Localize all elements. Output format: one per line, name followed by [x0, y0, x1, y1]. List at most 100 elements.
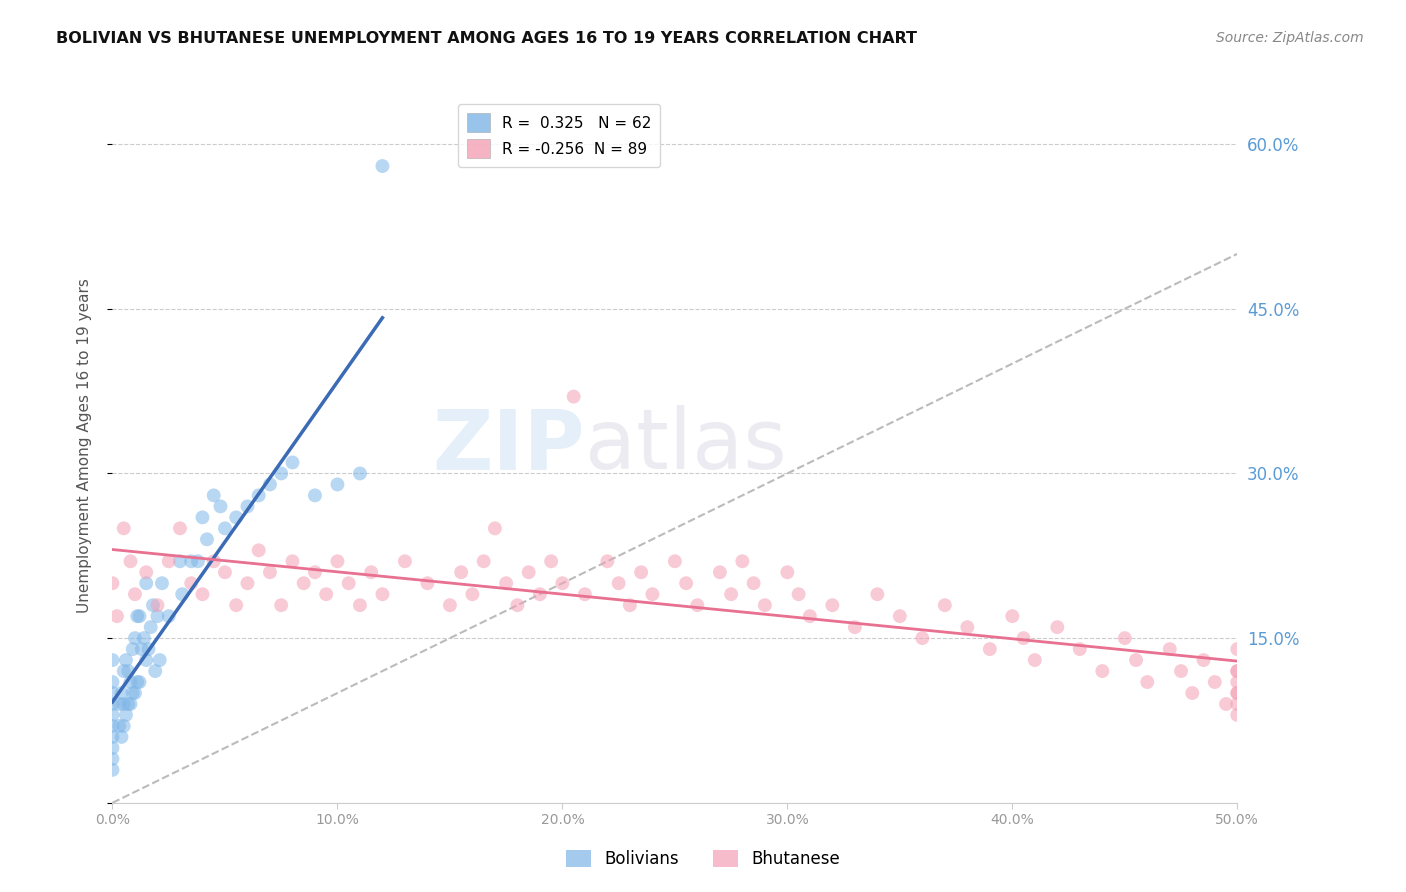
Point [112, 719, 135, 733]
Point [337, 576, 360, 591]
Point [540, 554, 562, 568]
Point [1114, 631, 1136, 645]
Point [866, 587, 889, 601]
Point [1226, 664, 1249, 678]
Point [214, 566, 236, 580]
Point [236, 576, 259, 591]
Point [127, 609, 149, 624]
Point [574, 587, 596, 601]
Point [169, 521, 191, 535]
Point [506, 598, 529, 612]
Point [1226, 675, 1249, 690]
Point [202, 488, 225, 502]
Point [1046, 620, 1069, 634]
Point [675, 576, 697, 591]
Point [439, 598, 461, 612]
Point [259, 477, 281, 491]
Point [108, 719, 131, 733]
Point [371, 587, 394, 601]
Point [551, 576, 574, 591]
Point [619, 598, 641, 612]
Point [1226, 686, 1249, 700]
Point [110, 730, 132, 744]
Point [304, 566, 326, 580]
Point [101, 740, 124, 755]
Point [150, 576, 173, 591]
Point [1159, 642, 1181, 657]
Point [157, 554, 180, 568]
Point [315, 587, 337, 601]
Point [484, 521, 506, 535]
Point [105, 609, 128, 624]
Point [120, 554, 142, 568]
Point [450, 566, 472, 580]
Point [247, 488, 270, 502]
Point [799, 609, 821, 624]
Point [120, 675, 142, 690]
Point [686, 598, 709, 612]
Point [742, 576, 765, 591]
Point [195, 533, 218, 547]
Point [225, 510, 247, 524]
Point [101, 763, 124, 777]
Point [787, 587, 810, 601]
Point [371, 159, 394, 173]
Point [128, 675, 150, 690]
Point [641, 587, 664, 601]
Point [101, 708, 124, 723]
Point [461, 587, 484, 601]
Point [607, 576, 630, 591]
Point [720, 587, 742, 601]
Point [1136, 675, 1159, 690]
Point [131, 642, 153, 657]
Point [956, 620, 979, 634]
Point [281, 554, 304, 568]
Point [709, 566, 731, 580]
Point [731, 554, 754, 568]
Point [1170, 664, 1192, 678]
Point [142, 598, 165, 612]
Point [169, 554, 191, 568]
Point [911, 631, 934, 645]
Point [115, 708, 138, 723]
Point [101, 686, 124, 700]
Point [1181, 686, 1204, 700]
Point [117, 697, 139, 711]
Point [1226, 664, 1249, 678]
Point [1226, 642, 1249, 657]
Point [121, 686, 143, 700]
Point [596, 554, 619, 568]
Point [1226, 708, 1249, 723]
Text: BOLIVIAN VS BHUTANESE UNEMPLOYMENT AMONG AGES 16 TO 19 YEARS CORRELATION CHART: BOLIVIAN VS BHUTANESE UNEMPLOYMENT AMONG… [56, 31, 917, 46]
Point [101, 752, 124, 766]
Point [844, 620, 866, 634]
Text: ZIP: ZIP [433, 406, 585, 486]
Point [143, 664, 166, 678]
Point [1069, 642, 1091, 657]
Point [247, 543, 270, 558]
Point [101, 653, 124, 667]
Point [529, 587, 551, 601]
Point [124, 686, 146, 700]
Point [292, 576, 315, 591]
Point [1091, 664, 1114, 678]
Point [101, 719, 124, 733]
Point [180, 576, 202, 591]
Point [225, 598, 247, 612]
Point [1012, 631, 1035, 645]
Point [270, 598, 292, 612]
Point [326, 554, 349, 568]
Point [101, 697, 124, 711]
Point [1024, 653, 1046, 667]
Point [776, 566, 799, 580]
Point [1204, 675, 1226, 690]
Point [101, 730, 124, 744]
Point [138, 642, 160, 657]
Point [472, 554, 495, 568]
Point [394, 554, 416, 568]
Point [821, 598, 844, 612]
Point [664, 554, 686, 568]
Legend: R =  0.325   N = 62, R = -0.256  N = 89: R = 0.325 N = 62, R = -0.256 N = 89 [457, 104, 661, 167]
Point [495, 576, 517, 591]
Point [139, 620, 162, 634]
